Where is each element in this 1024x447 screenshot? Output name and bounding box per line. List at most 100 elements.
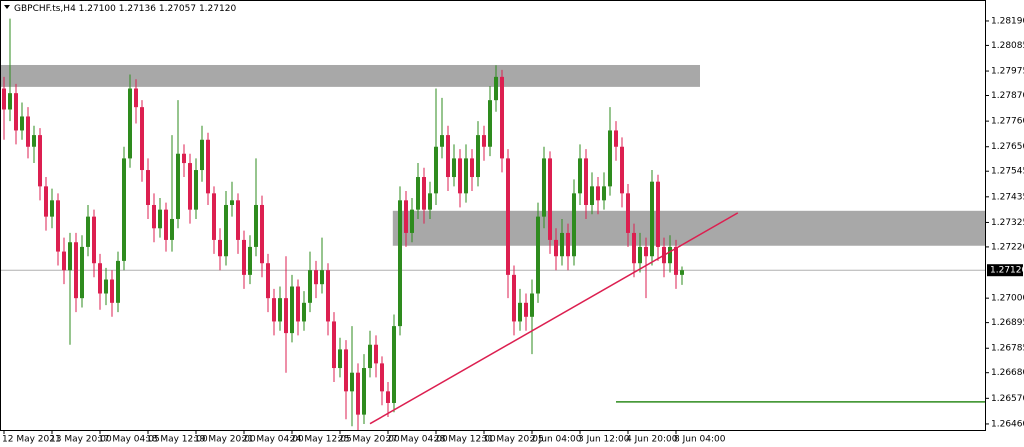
- ohlc-close: 1.27120: [199, 4, 236, 14]
- candle-body: [212, 193, 216, 240]
- candle-body: [200, 139, 204, 171]
- candle-body: [116, 260, 120, 303]
- candle-body: [38, 135, 42, 187]
- x-tick-label: 13 May 20:00: [50, 435, 112, 445]
- y-tick-label: 1.27435: [991, 192, 1024, 202]
- candle-body: [230, 200, 234, 205]
- candle-body: [284, 298, 288, 334]
- candle-body: [356, 372, 360, 415]
- x-tick-label: 8 Jun 04:00: [674, 435, 726, 445]
- candle-body: [20, 116, 24, 131]
- candle-body: [104, 279, 108, 294]
- candle-body: [368, 344, 372, 369]
- candle-body: [536, 216, 540, 294]
- x-tick-label: 25 May 20:00: [338, 435, 400, 445]
- candle-body: [86, 216, 90, 247]
- candle-body: [470, 158, 474, 178]
- y-tick-label: 1.27975: [991, 67, 1024, 77]
- candle-body: [620, 146, 624, 194]
- candle-body: [668, 246, 672, 264]
- candle-body: [626, 193, 630, 233]
- candle-body: [416, 177, 420, 210]
- candle-body: [152, 204, 156, 229]
- candle-body: [572, 193, 576, 257]
- candle-body: [350, 372, 354, 392]
- candle-body: [236, 200, 240, 240]
- candle-body: [92, 216, 96, 264]
- candle-body: [128, 88, 132, 159]
- y-tick-label: 1.26570: [991, 394, 1024, 404]
- candle-body: [164, 209, 168, 240]
- candle-body: [638, 246, 642, 264]
- candle-body: [14, 93, 18, 131]
- candle-body: [578, 158, 582, 194]
- candle-body: [296, 286, 300, 322]
- candle-body: [218, 239, 222, 257]
- candle-body: [500, 76, 504, 159]
- x-tick-label: 27 May 04:00: [386, 435, 448, 445]
- candle-body: [290, 286, 294, 334]
- candle-body: [62, 251, 66, 271]
- candle-body: [140, 107, 144, 171]
- candle-body: [176, 153, 180, 219]
- zone: [392, 210, 985, 246]
- x-tick-label: 31 May 20:05: [482, 435, 544, 445]
- candle-body: [560, 232, 564, 257]
- candle-body: [248, 246, 252, 275]
- candle-body: [674, 246, 678, 275]
- plot-area: [1, 18, 985, 430]
- candle-body: [44, 186, 48, 217]
- candle-body: [494, 76, 498, 101]
- candle-body: [80, 246, 84, 299]
- candle-body: [344, 349, 348, 392]
- candle-body: [632, 232, 636, 264]
- ohlc-open: 1.27100: [79, 4, 116, 14]
- candle-body: [452, 158, 456, 178]
- candle-body: [398, 200, 402, 327]
- candle-body: [656, 181, 660, 247]
- candle-body: [308, 270, 312, 303]
- candle-body: [506, 158, 510, 275]
- candle-body: [644, 246, 648, 257]
- candle-body: [650, 181, 654, 257]
- candle-body: [278, 298, 282, 322]
- y-tick-label: 1.28085: [991, 41, 1024, 51]
- candle-body: [254, 204, 258, 247]
- y-tick-label: 1.28190: [991, 16, 1024, 26]
- x-tick-label: 18 May 12:00: [146, 435, 208, 445]
- y-tick-label: 1.26895: [991, 318, 1024, 328]
- candle-body: [380, 363, 384, 392]
- candle-body: [566, 232, 570, 257]
- candle-body: [524, 302, 528, 317]
- y-tick-label: 1.27760: [991, 117, 1024, 127]
- menu-triangle[interactable]: [4, 5, 10, 9]
- candle-body: [194, 170, 198, 210]
- candle-body: [428, 193, 432, 210]
- candle-body: [446, 135, 450, 178]
- candle-body: [602, 186, 606, 201]
- candle-body: [314, 270, 318, 285]
- y-tick-label: 1.27000: [991, 294, 1024, 304]
- x-tick-label: 3 Jun 12:00: [578, 435, 630, 445]
- candle-body: [530, 293, 534, 317]
- candle-body: [488, 100, 492, 147]
- candle-body: [434, 146, 438, 194]
- candle-body: [98, 263, 102, 294]
- candle-body: [110, 279, 114, 303]
- x-tick-label: 2 Jun 04:00: [530, 435, 582, 445]
- y-tick-label: 1.27870: [991, 91, 1024, 101]
- candle-body: [8, 93, 12, 110]
- trend-line: [369, 212, 739, 425]
- candle-body: [338, 349, 342, 369]
- candle-body: [242, 239, 246, 275]
- candle-body: [302, 302, 306, 322]
- candle-body: [362, 368, 366, 415]
- candle-body: [410, 209, 414, 233]
- x-tick-label: 28 May 12:00: [434, 435, 496, 445]
- x-tick-label: 24 May 12:05: [290, 435, 352, 445]
- candle-body: [56, 200, 60, 252]
- candle-body: [320, 270, 324, 285]
- candle-body: [206, 139, 210, 194]
